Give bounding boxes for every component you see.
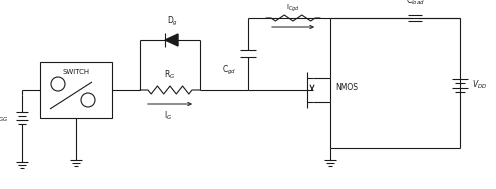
Text: D$_g$: D$_g$ [168, 15, 179, 28]
Text: NMOS: NMOS [335, 84, 358, 92]
Text: C$_{load}$: C$_{load}$ [406, 0, 425, 7]
Bar [40, 62, 112, 118]
Text: V$_{DD}$: V$_{DD}$ [472, 79, 487, 91]
Text: C$_{gd}$: C$_{gd}$ [222, 64, 236, 77]
Text: I$_G$: I$_G$ [164, 110, 172, 122]
Text: I$_{Cgd}$: I$_{Cgd}$ [286, 2, 300, 14]
Text: SWITCH: SWITCH [62, 69, 90, 75]
Text: R$_G$: R$_G$ [164, 68, 176, 81]
Polygon shape [165, 34, 178, 46]
Text: V$_{GG}$: V$_{GG}$ [0, 112, 8, 124]
